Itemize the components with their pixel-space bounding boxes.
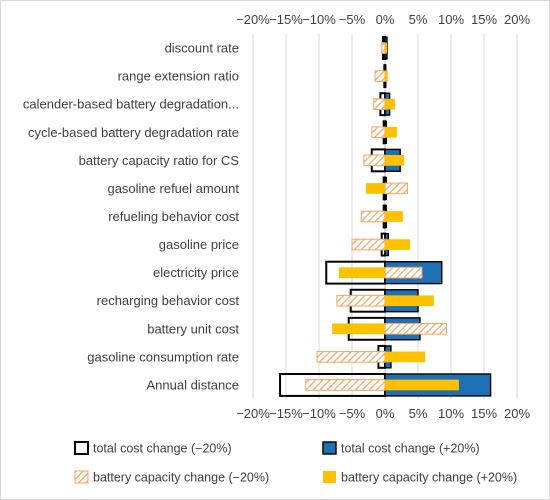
category-label: gasoline price [159,237,239,252]
bottom-axis-ticks: −20% −15% −10% −5% 0% 5% 10% 15% 20% [236,406,530,421]
category-label: calender-based battery degradation... [23,97,239,112]
bar [384,182,408,195]
tick-label-top: 0% [376,12,395,27]
tick-label-bottom: 15% [471,406,497,421]
tick-label-bottom: 0% [376,406,395,421]
category-label: battery capacity ratio for CS [79,153,240,168]
tick-label-bottom: 5% [409,406,428,421]
tick-label-top: −20% [236,12,270,27]
bar [338,267,385,278]
legend-swatch [322,441,337,455]
bar [385,98,395,110]
category-label: refueling behavior cost [108,209,239,224]
tick-label-bottom: 20% [504,406,530,421]
legend-swatch [323,471,336,483]
bar [385,379,459,391]
legend-label: battery capacity change (+20%) [341,471,517,485]
bar [373,98,386,111]
category-label: gasoline refuel amount [107,181,239,196]
legend-label: total cost change (−20%) [93,442,232,456]
bar [385,239,411,250]
category-label: electricity price [153,265,239,280]
bar [332,323,385,335]
category-label: gasoline consumption rate [87,349,239,364]
bar [384,322,447,335]
tick-label-top: 15% [471,12,497,27]
bar [316,351,386,363]
tick-label-top: 10% [438,12,464,27]
tick-label-top: −10% [302,12,336,27]
bar [305,379,386,391]
legend-swatch [74,441,89,455]
tick-label-top: −5% [339,12,366,27]
category-label: battery unit cost [147,321,239,336]
bar [351,238,386,251]
tick-label-bottom: 10% [438,406,464,421]
tick-label-bottom: −10% [302,406,336,421]
bar [385,351,426,363]
category-labels: discount rate range extension ratio calend… [23,41,239,393]
legend-swatch [74,470,89,484]
tick-label-bottom: −15% [269,406,303,421]
bar [385,126,397,138]
bar [385,295,434,307]
bar [385,211,403,222]
top-axis-ticks: −20% −15% −10% −5% 0% 5% 10% 15% 20% [236,12,530,27]
legend: total cost change (−20%) total cost chang… [74,441,517,485]
bar [336,294,386,307]
category-label: Annual distance [146,377,239,392]
bar [365,183,385,194]
bar [385,70,388,82]
tick-label-top: 20% [504,12,530,27]
bar [385,42,387,54]
bar [374,70,386,82]
bar [381,42,386,54]
bar [360,210,386,223]
tick-label-top: 5% [409,12,428,27]
category-label: range extension ratio [118,69,239,84]
bars [279,36,492,397]
bar [371,126,386,139]
category-label: cycle-based battery degradation rate [28,125,239,140]
bar [384,266,423,279]
category-label: discount rate [165,41,239,56]
category-label: recharging behavior cost [97,293,240,308]
tick-label-bottom: −5% [339,406,366,421]
bar [385,155,405,166]
tick-label-top: −15% [269,12,303,27]
tick-label-bottom: −20% [236,406,270,421]
bar [363,154,386,167]
legend-label: total cost change (+20%) [341,442,480,456]
legend-label: battery capacity change (−20%) [93,471,269,485]
